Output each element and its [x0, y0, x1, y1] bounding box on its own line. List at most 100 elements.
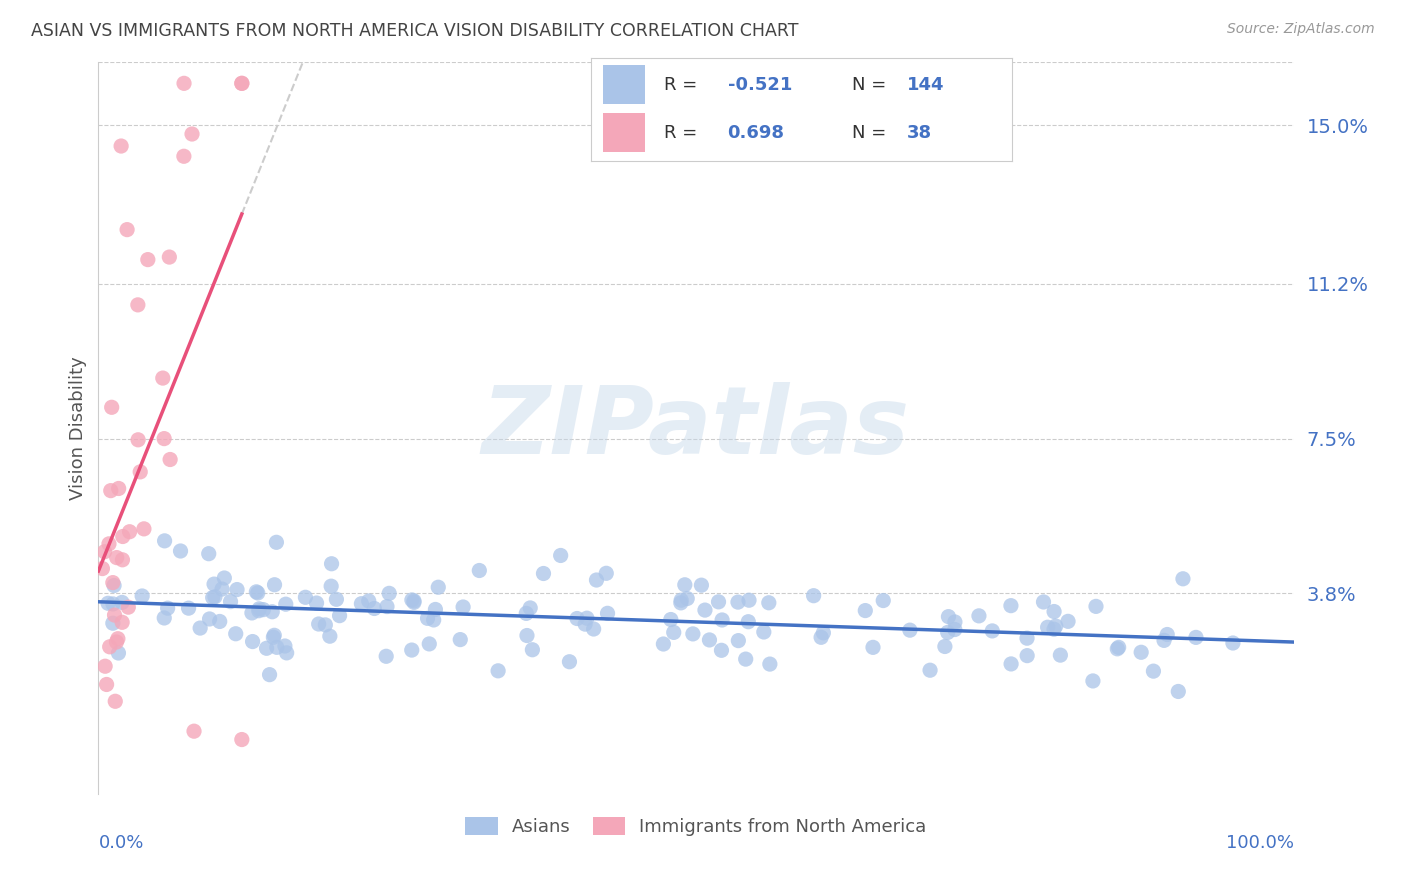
Point	[565, 611, 588, 625]
Text: N =: N =	[852, 124, 891, 142]
Point	[111, 615, 134, 630]
Point	[263, 578, 285, 592]
Point	[693, 603, 716, 617]
Point	[247, 602, 270, 616]
Point	[574, 617, 596, 632]
Point	[107, 646, 129, 660]
Point	[738, 593, 761, 607]
Point	[110, 139, 132, 153]
Point	[596, 607, 619, 621]
Point	[516, 628, 538, 642]
Point	[321, 557, 343, 571]
Text: 0.0%: 0.0%	[98, 834, 143, 852]
Point	[246, 586, 269, 600]
Point	[853, 603, 876, 617]
Point	[943, 615, 966, 629]
Point	[416, 611, 439, 625]
Text: R =: R =	[664, 76, 703, 94]
Point	[451, 599, 474, 614]
Point	[981, 624, 1004, 638]
Point	[1130, 645, 1153, 659]
Text: N =: N =	[852, 76, 891, 94]
Point	[1085, 599, 1108, 614]
Point	[188, 621, 211, 635]
Point	[321, 579, 343, 593]
Point	[1108, 640, 1130, 655]
Point	[93, 545, 115, 559]
Point	[103, 578, 125, 592]
Point	[183, 724, 205, 739]
Point	[550, 549, 572, 563]
Point	[734, 652, 756, 666]
Point	[803, 589, 825, 603]
Point	[259, 667, 281, 681]
Point	[252, 602, 274, 616]
Point	[100, 483, 122, 498]
Point	[519, 601, 541, 615]
Point	[276, 646, 298, 660]
Point	[100, 401, 122, 415]
Text: ASIAN VS IMMIGRANTS FROM NORTH AMERICA VISION DISABILITY CORRELATION CHART: ASIAN VS IMMIGRANTS FROM NORTH AMERICA V…	[31, 22, 799, 40]
Text: Source: ZipAtlas.com: Source: ZipAtlas.com	[1227, 22, 1375, 37]
Point	[872, 593, 894, 607]
Point	[157, 250, 180, 264]
Point	[127, 298, 149, 312]
Point	[936, 625, 959, 640]
Point	[231, 76, 253, 90]
Point	[314, 618, 336, 632]
Point	[402, 595, 425, 609]
Point	[1043, 605, 1066, 619]
Text: 0.698: 0.698	[728, 124, 785, 142]
Point	[94, 659, 117, 673]
Point	[266, 535, 288, 549]
Point	[1000, 599, 1022, 613]
Point	[117, 600, 139, 615]
Text: 100.0%: 100.0%	[1226, 834, 1294, 852]
Point	[967, 608, 990, 623]
Point	[585, 573, 607, 587]
Point	[111, 595, 134, 609]
Point	[813, 625, 835, 640]
Point	[118, 524, 141, 539]
Point	[938, 609, 960, 624]
Point	[153, 611, 176, 625]
Point	[214, 571, 236, 585]
Point	[468, 564, 491, 578]
Point	[582, 622, 605, 636]
Point	[266, 640, 288, 655]
Point	[758, 596, 780, 610]
Point	[202, 577, 225, 591]
Point	[350, 597, 373, 611]
Text: 38: 38	[907, 124, 932, 142]
Legend: Asians, Immigrants from North America: Asians, Immigrants from North America	[458, 810, 934, 843]
Point	[737, 615, 759, 629]
Point	[136, 252, 159, 267]
Point	[418, 637, 440, 651]
Point	[422, 613, 444, 627]
Point	[522, 642, 544, 657]
Point	[898, 623, 921, 637]
Point	[1142, 664, 1164, 678]
FancyBboxPatch shape	[603, 113, 645, 153]
Point	[98, 537, 121, 551]
Point	[104, 694, 127, 708]
Point	[669, 593, 692, 607]
Point	[1222, 636, 1244, 650]
Point	[226, 582, 249, 597]
Point	[111, 553, 134, 567]
Point	[669, 596, 692, 610]
Point	[918, 663, 941, 677]
Point	[319, 629, 342, 643]
Point	[1049, 648, 1071, 662]
Point	[242, 634, 264, 648]
Point	[1153, 633, 1175, 648]
Point	[727, 633, 749, 648]
Point	[1185, 631, 1208, 645]
Point	[1043, 622, 1066, 636]
Point	[1057, 615, 1080, 629]
Point	[129, 465, 152, 479]
Point	[699, 632, 721, 647]
Point	[204, 590, 226, 604]
Point	[294, 591, 316, 605]
Point	[673, 578, 696, 592]
